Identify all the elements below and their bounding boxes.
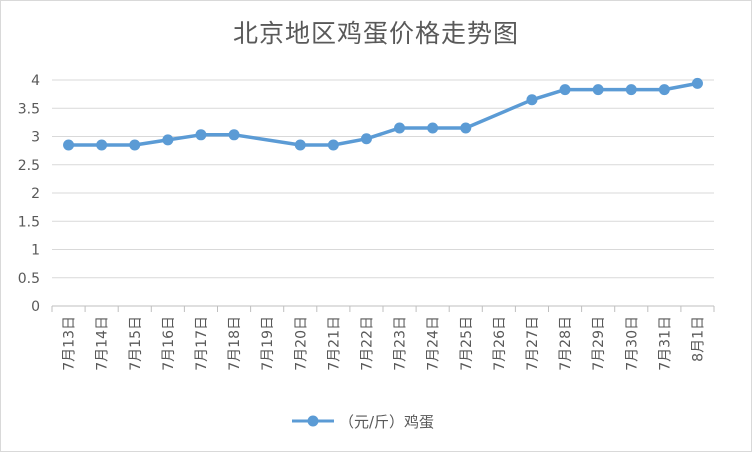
data-point xyxy=(294,139,306,151)
x-tick-label: 7月18日 xyxy=(227,316,243,371)
y-tick-label: 3 xyxy=(31,130,40,146)
x-tick-label: 7月27日 xyxy=(525,316,541,371)
data-point xyxy=(427,122,439,134)
data-point xyxy=(327,139,339,151)
data-point xyxy=(559,84,571,96)
data-point xyxy=(691,77,703,89)
data-point xyxy=(460,122,472,134)
x-tick-label: 7月20日 xyxy=(293,316,309,371)
data-point xyxy=(592,84,604,96)
x-tick-label: 7月25日 xyxy=(459,316,475,371)
y-tick-label: 0 xyxy=(31,299,40,315)
y-tick-label: 2 xyxy=(31,186,40,202)
data-point xyxy=(360,133,372,145)
legend: （元/斤）鸡蛋 xyxy=(292,413,434,431)
x-tick-label: 7月16日 xyxy=(161,316,177,371)
x-tick-label: 7月13日 xyxy=(62,316,78,371)
y-tick-label: 3.5 xyxy=(18,101,40,117)
x-tick-label: 7月22日 xyxy=(359,316,375,371)
y-tick-label: 0.5 xyxy=(18,271,40,287)
y-tick-label: 1.5 xyxy=(18,214,40,230)
series-line xyxy=(68,81,698,147)
data-point xyxy=(394,122,406,134)
data-point xyxy=(228,129,240,141)
data-point xyxy=(96,139,108,151)
legend-label: （元/斤）鸡蛋 xyxy=(339,413,434,431)
data-point xyxy=(625,84,637,96)
series-layer xyxy=(63,77,703,151)
x-tick-label: 7月28日 xyxy=(558,316,574,371)
y-axis-ticks: 0 0.5 1 1.5 2 2.5 3 3.5 4 xyxy=(18,73,40,315)
x-tick-label: 7月30日 xyxy=(624,316,640,371)
x-tick-label: 7月29日 xyxy=(591,316,607,371)
x-tick-label: 7月26日 xyxy=(492,316,508,371)
x-tick-label: 7月31日 xyxy=(657,316,673,371)
legend-marker-swatch xyxy=(307,415,319,427)
y-tick-label: 1 xyxy=(31,243,40,259)
data-point xyxy=(63,139,75,151)
x-tick-label: 7月23日 xyxy=(393,316,409,371)
x-tick-label: 7月24日 xyxy=(426,316,442,371)
grid-lines xyxy=(52,79,714,279)
data-point xyxy=(195,129,207,141)
x-tick-label: 7月15日 xyxy=(128,316,144,371)
y-tick-label: 4 xyxy=(31,73,40,89)
data-point xyxy=(129,139,141,151)
x-axis: 7月13日 7月14日 7月15日 7月16日 7月17日 7月18日 7月19日 7月20日… xyxy=(51,305,715,371)
x-tick-label: 7月21日 xyxy=(326,316,342,371)
x-tick-label: 7月14日 xyxy=(95,316,111,371)
chart-title: 北京地区鸡蛋价格走势图 xyxy=(232,19,519,48)
data-point xyxy=(658,84,670,96)
y-tick-label: 2.5 xyxy=(18,158,40,174)
x-tick-label: 7月19日 xyxy=(260,316,276,371)
data-point xyxy=(526,94,538,106)
x-tick-label: 8月1日 xyxy=(690,316,706,362)
data-point xyxy=(162,134,174,146)
x-tick-label: 7月17日 xyxy=(194,316,210,371)
